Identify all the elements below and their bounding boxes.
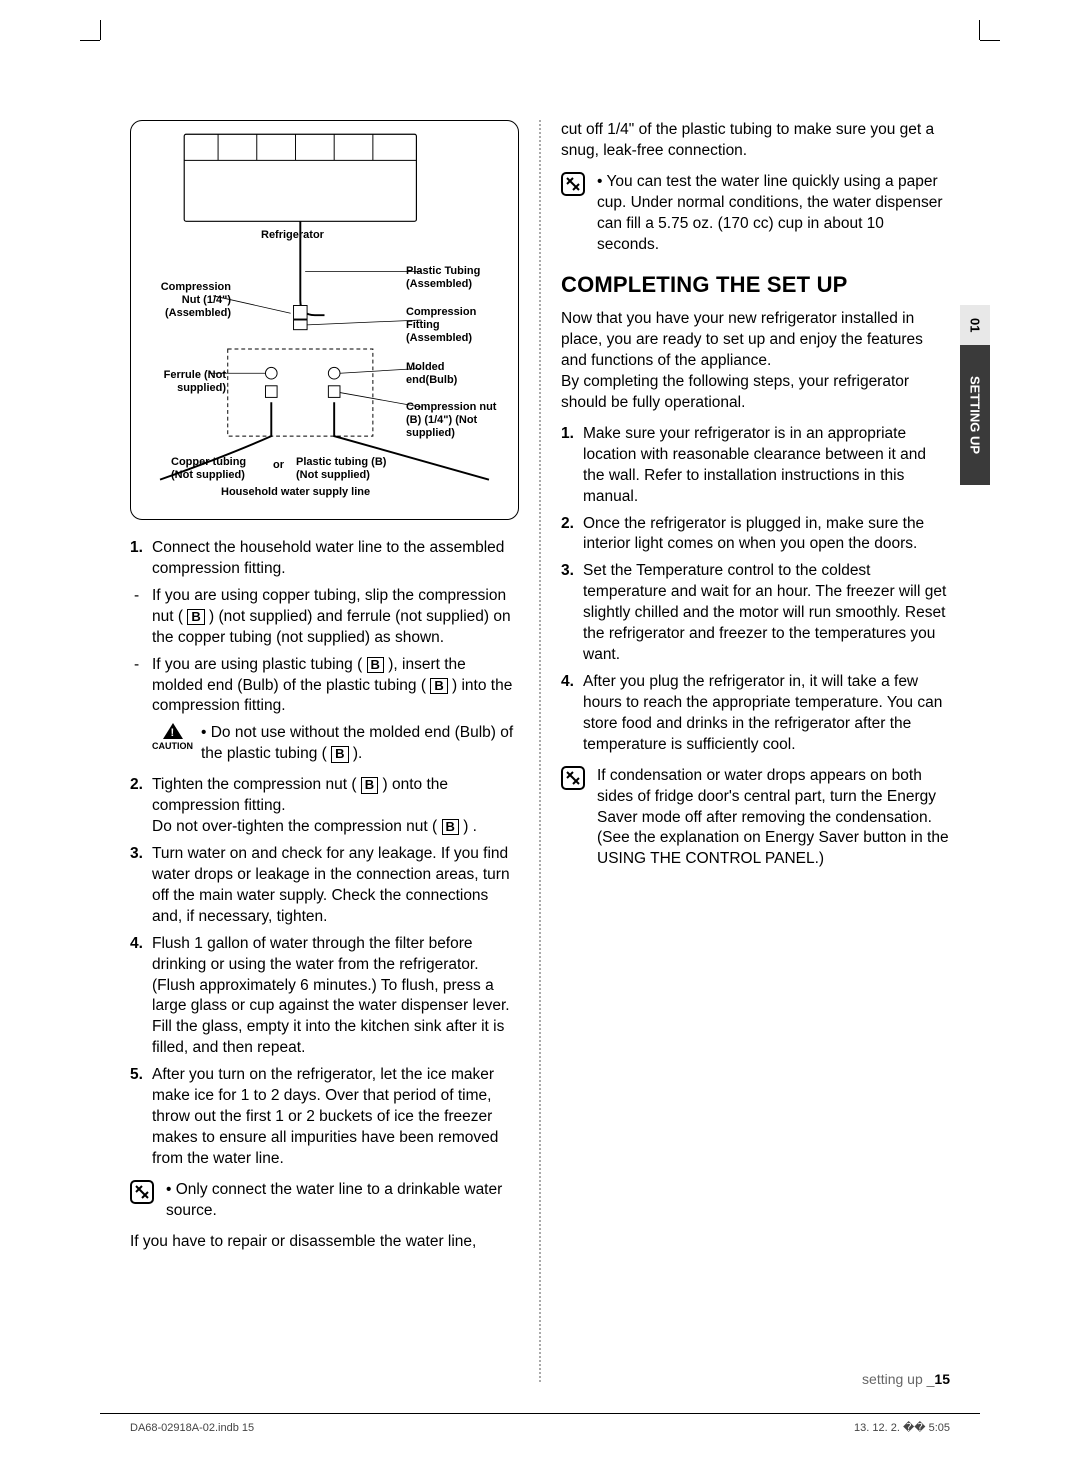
right-steps: 1.Make sure your refrigerator is in an a… xyxy=(561,424,950,756)
section-tab: 01 SETTING UP xyxy=(960,305,990,485)
intro-para: Now that you have your new refrigerator … xyxy=(561,309,950,414)
note-text: If condensation or water drops appears o… xyxy=(597,766,950,871)
diagram-household: Household water supply line xyxy=(221,486,370,499)
cutoff-text: cut off 1/4" of the plastic tubing to ma… xyxy=(561,120,950,162)
tab-number: 01 xyxy=(960,305,990,345)
step-4: 4.Flush 1 gallon of water through the fi… xyxy=(152,934,519,1060)
b-token: B xyxy=(187,609,204,625)
diagram-ferrule: Ferrule (Not supplied) xyxy=(141,369,226,395)
diagram-plastic-b: Plastic tubing (B) (Not supplied) xyxy=(296,456,406,482)
r-step-3: 3.Set the Temperature control to the col… xyxy=(583,561,950,666)
step-1: 1.Connect the household water line to th… xyxy=(152,538,519,580)
caution-note: CAUTION • Do not use without the molded … xyxy=(152,723,519,765)
page-content: Refrigerator Compression Nut (1/4") (Ass… xyxy=(130,120,950,1382)
caution-text: • Do not use without the molded end (Bul… xyxy=(201,723,519,765)
dash-plastic: If you are using plastic tubing ( B ), i… xyxy=(152,655,519,718)
diagram-comp-nut-b: Compression nut (B) (1/4") (Not supplied… xyxy=(406,401,511,441)
diagram-plastic-tubing: Plastic Tubing (Assembled) xyxy=(406,265,518,291)
b-token: B xyxy=(430,678,447,694)
left-dashes: If you are using copper tubing, slip the… xyxy=(130,586,519,718)
note-icon xyxy=(561,172,585,196)
b-token: B xyxy=(331,746,348,762)
footer-date: 13. 12. 2. �� 5:05 xyxy=(854,1421,950,1434)
note-drinkable: • Only connect the water line to a drink… xyxy=(130,1180,519,1222)
r-step-1: 1.Make sure your refrigerator is in an a… xyxy=(583,424,950,508)
diagram-molded: Molded end(Bulb) xyxy=(406,361,491,387)
note-condensation: If condensation or water drops appears o… xyxy=(561,766,950,871)
footer-rule xyxy=(100,1413,980,1414)
diagram-comp-nut: Compression Nut (1/4") (Assembled) xyxy=(141,281,231,321)
b-token: B xyxy=(442,819,459,835)
step-1-text: Connect the household water line to the … xyxy=(152,539,504,577)
water-line-diagram: Refrigerator Compression Nut (1/4") (Ass… xyxy=(130,120,519,520)
dash-copper: If you are using copper tubing, slip the… xyxy=(152,586,519,649)
r-step-2: 2.Once the refrigerator is plugged in, m… xyxy=(583,514,950,556)
note-icon xyxy=(561,766,585,790)
left-column: Refrigerator Compression Nut (1/4") (Ass… xyxy=(130,120,519,1382)
note-icon xyxy=(130,1180,154,1204)
step-2: 2. Tighten the compression nut ( B ) ont… xyxy=(152,775,519,838)
section-heading: COMPLETING THE SET UP xyxy=(561,270,950,300)
b-token: B xyxy=(367,657,384,673)
note-text: • You can test the water line quickly us… xyxy=(597,172,950,256)
column-divider xyxy=(539,120,541,1382)
left-steps: 1.Connect the household water line to th… xyxy=(130,538,519,580)
diagram-or: or xyxy=(273,459,284,472)
right-column: cut off 1/4" of the plastic tubing to ma… xyxy=(561,120,950,1382)
page-footer: setting up _15 xyxy=(862,1371,950,1387)
step-5: 5.After you turn on the refrigerator, le… xyxy=(152,1065,519,1170)
diagram-refrigerator-label: Refrigerator xyxy=(261,229,324,242)
note-text: • Only connect the water line to a drink… xyxy=(166,1180,519,1222)
tab-label: SETTING UP xyxy=(960,345,990,485)
r-step-4: 4.After you plug the refrigerator in, it… xyxy=(583,672,950,756)
left-steps-2: 2. Tighten the compression nut ( B ) ont… xyxy=(130,775,519,1170)
b-token: B xyxy=(361,777,378,793)
repair-text: If you have to repair or disassemble the… xyxy=(130,1232,519,1253)
step-3: 3.Turn water on and check for any leakag… xyxy=(152,844,519,928)
note-test: • You can test the water line quickly us… xyxy=(561,172,950,256)
caution-label: CAUTION xyxy=(152,740,193,752)
footer-doc: DA68-02918A-02.indb 15 xyxy=(130,1422,254,1434)
diagram-comp-fitting: Compression Fitting (Assembled) xyxy=(406,306,506,346)
diagram-copper: Copper tubing (Not supplied) xyxy=(171,456,266,482)
caution-icon: CAUTION xyxy=(152,723,193,752)
